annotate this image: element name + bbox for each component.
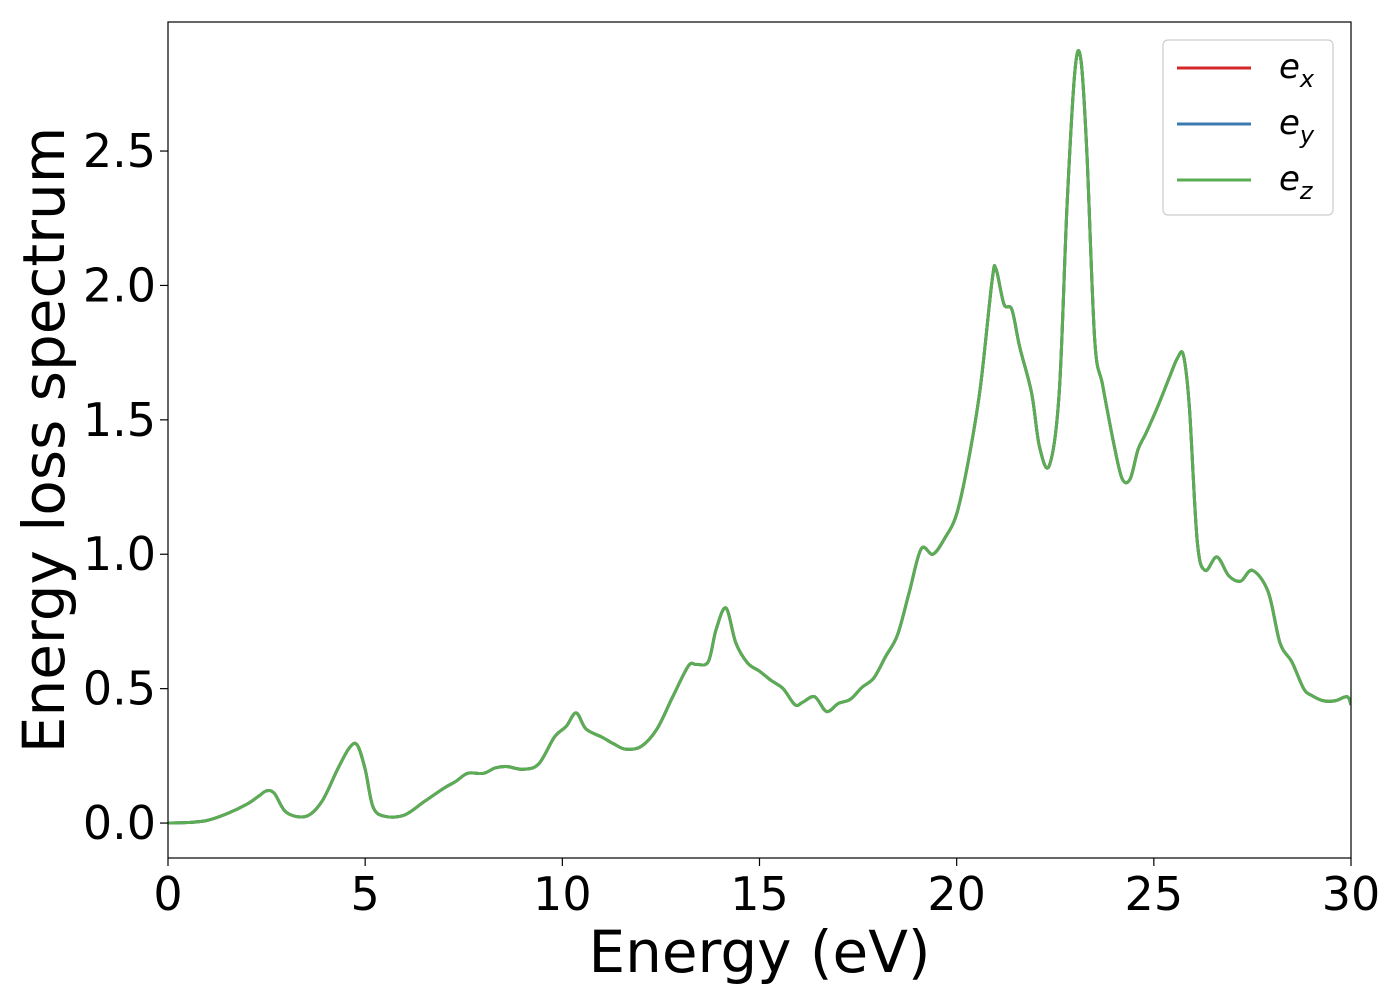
y-tick-label: 1.0 xyxy=(83,527,156,581)
x-tick-label: 25 xyxy=(1125,867,1184,921)
legend-label-e-y: ey xyxy=(1279,103,1315,149)
legend-label-subscript: x xyxy=(1299,65,1315,93)
series-line-e-z xyxy=(168,49,1351,825)
legend-label-base: e xyxy=(1279,159,1300,199)
y-tick-label: 0.0 xyxy=(83,796,156,850)
series-lines xyxy=(168,49,1351,825)
x-tick-label: 15 xyxy=(730,867,789,921)
legend-box xyxy=(1162,39,1334,216)
legend-label-base: e xyxy=(1279,47,1300,87)
x-tick-label: 20 xyxy=(927,867,986,921)
legend-label-e-z: ez xyxy=(1279,159,1314,205)
legend-label-subscript: z xyxy=(1299,177,1314,205)
legend-label-e-x: ex xyxy=(1279,47,1315,93)
y-axis-ticks: 0.0 0.5 1.0 1.5 2.0 2.5 xyxy=(83,124,168,850)
legend-label-base: e xyxy=(1279,103,1300,143)
x-tick-label: 30 xyxy=(1322,867,1381,921)
x-axis-ticks: 0 5 10 15 20 25 30 xyxy=(153,858,1380,921)
y-tick-label: 2.5 xyxy=(83,124,156,178)
x-axis-label: Energy (eV) xyxy=(588,918,930,986)
y-axis-label: Energy loss spectrum xyxy=(10,127,78,753)
legend-label-subscript: y xyxy=(1299,121,1315,149)
y-tick-label: 0.5 xyxy=(83,662,156,716)
y-tick-label: 2.0 xyxy=(83,258,156,312)
x-tick-label: 10 xyxy=(533,867,592,921)
x-tick-label: 5 xyxy=(351,867,380,921)
x-tick-label: 0 xyxy=(153,867,182,921)
y-tick-label: 1.5 xyxy=(83,393,156,447)
